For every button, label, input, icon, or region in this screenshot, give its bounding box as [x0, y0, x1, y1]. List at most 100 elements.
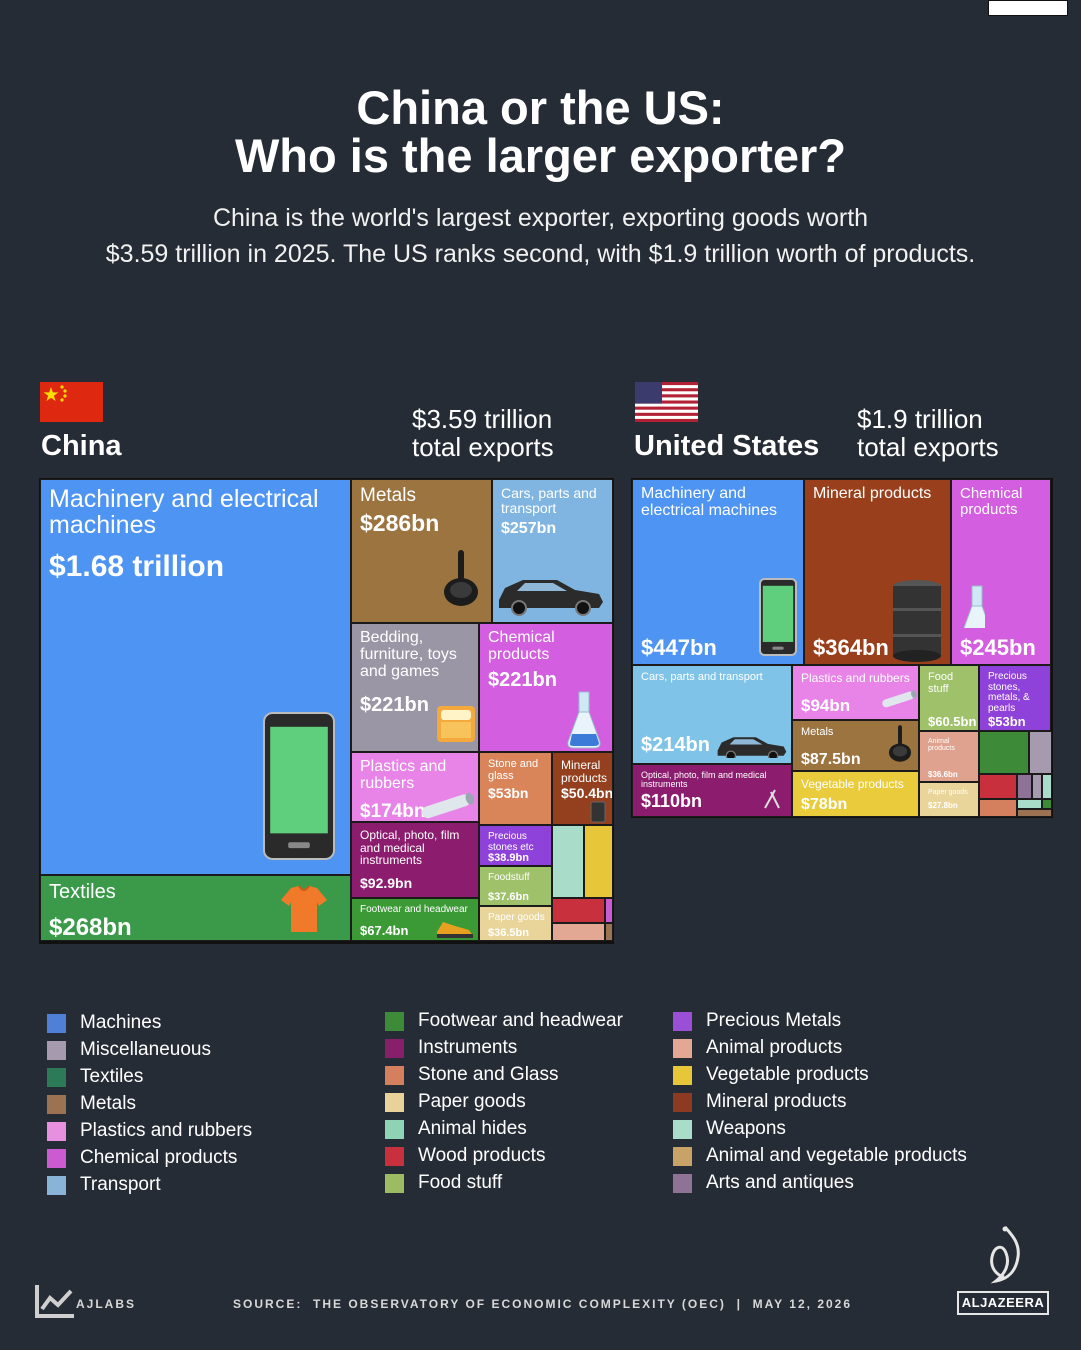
tile-value: $53bn: [988, 714, 1026, 729]
legend-item-wood-products: Wood products: [385, 1145, 545, 1167]
legend-swatch: [673, 1173, 692, 1193]
china-tile-food-stuff: Foodstuff $37.6bn: [479, 866, 552, 906]
legend-swatch: [673, 1011, 692, 1031]
legend-swatch: [47, 1175, 66, 1195]
legend-label: Precious Metals: [706, 1010, 842, 1031]
china-minor-tile: [552, 898, 605, 923]
china-country-label: China: [41, 430, 122, 462]
legend-item-vegetable-products: Vegetable products: [673, 1064, 869, 1086]
legend-label: Animal products: [706, 1037, 843, 1058]
us-total-value: $1.9 trillion: [857, 404, 983, 434]
legend-swatch: [385, 1065, 404, 1085]
legend-item-animal-products: Animal products: [673, 1037, 842, 1059]
legend-item-animal-hides: Animal hides: [385, 1118, 527, 1140]
legend-item-machines: Machines: [47, 1012, 161, 1034]
legend-item-plastics-and-rubbers: Plastics and rubbers: [47, 1120, 252, 1142]
legend-item-chemical-products: Chemical products: [47, 1147, 237, 1169]
tile-label: Paper goods: [488, 912, 545, 923]
china-tile-instruments: Optical, photo, film and medical instrum…: [351, 822, 479, 898]
sneaker-icon: [437, 922, 473, 938]
legend-item-mineral-products: Mineral products: [673, 1091, 846, 1113]
tile-label: Optical, photo, film and medical instrum…: [360, 828, 460, 868]
tile-label: Food stuff: [928, 671, 954, 695]
tile-label: Precious stones, metals, & pearls: [988, 671, 1030, 714]
legend-label: Paper goods: [418, 1091, 526, 1112]
legend-item-precious-metals: Precious Metals: [673, 1010, 841, 1032]
legend-label: Weapons: [706, 1118, 786, 1139]
tile-label: Machinery and electrical machines: [641, 485, 778, 519]
pipe-icon: [882, 690, 917, 708]
us-flag-icon: [635, 382, 698, 422]
tile-value: $67.4bn: [360, 923, 409, 938]
car-icon: [717, 737, 787, 758]
legend-label: Food stuff: [418, 1172, 503, 1193]
top-edge-bar: [988, 0, 1068, 16]
tile-label: Mineral products: [561, 758, 608, 785]
us-tile-plastics-and-rubbers: Plastics and rubbers $94bn: [792, 665, 919, 720]
tile-value: $110bn: [641, 791, 703, 811]
china-tile-stone-and-glass: Stone and glass $53bn: [479, 752, 552, 825]
brand-ajlabs: AJLABS: [76, 1297, 137, 1311]
china-tile-precious-metals: Precious stones etc $38.9bn: [479, 825, 552, 866]
legend-item-miscellaneuous: Miscellaneuous: [47, 1039, 211, 1061]
us-tile-vegetable-products: Vegetable products $78bn: [792, 771, 919, 817]
tile-label: Paper goods: [928, 789, 968, 796]
tile-value: $87.5bn: [801, 751, 861, 768]
aljazeera-emblem-icon: [990, 1226, 1020, 1284]
legend-swatch: [673, 1119, 692, 1139]
tile-label: Footwear and headwear: [360, 904, 468, 915]
legend-label: Chemical products: [80, 1147, 238, 1168]
legend-label: Miscellaneuous: [80, 1039, 211, 1060]
china-minor-tile: [605, 898, 613, 923]
legend-label: Transport: [80, 1174, 161, 1195]
us-minor-tile: [1017, 774, 1032, 799]
legend-swatch: [47, 1013, 66, 1033]
tile-value: $50.4bn: [561, 785, 613, 801]
legend-item-stone-and-glass: Stone and Glass: [385, 1064, 558, 1086]
smartphone-icon: [759, 578, 797, 656]
legend-item-instruments: Instruments: [385, 1037, 517, 1059]
legend-swatch: [47, 1148, 66, 1168]
legend-label: Instruments: [418, 1037, 518, 1058]
legend-swatch: [385, 1011, 404, 1031]
oil-barrel-icon: [893, 580, 941, 662]
china-minor-tile: [552, 923, 605, 941]
us-tile-paper-goods: Paper goods $27.8bn: [919, 782, 979, 817]
legend-label: Animal hides: [418, 1118, 527, 1139]
legend-swatch: [673, 1065, 692, 1085]
us-tile-instruments: Optical, photo, film and medical instrum…: [632, 764, 792, 817]
tile-value: $245bn: [960, 635, 1036, 660]
tile-value: $78bn: [801, 796, 848, 813]
tile-value: $1.68 trillion: [49, 550, 225, 583]
legend-item-textiles: Textiles: [47, 1066, 143, 1088]
car-icon: [499, 580, 603, 616]
tile-label: Cars, parts and transport: [501, 485, 597, 516]
tile-value: $221bn: [360, 694, 429, 716]
tile-value: $447bn: [641, 635, 717, 660]
legend-label: Stone and Glass: [418, 1064, 559, 1085]
legend-label: Footwear and headwear: [418, 1010, 623, 1031]
tile-value: $221bn: [488, 669, 557, 691]
title-line-1: China or the US:: [356, 81, 725, 134]
legend-item-metals: Metals: [47, 1093, 136, 1115]
tile-value: $53bn: [488, 785, 529, 801]
us-total-exports: $1.9 trillion total exports: [857, 405, 999, 461]
us-minor-tile: [979, 774, 1017, 799]
smartphone-icon: [263, 712, 335, 860]
us-minor-tile: [1029, 731, 1052, 774]
medical-tools-icon: [764, 789, 780, 809]
tile-value: $364bn: [813, 635, 889, 660]
legend-item-arts-and-antiques: Arts and antiques: [673, 1172, 854, 1194]
legend-swatch: [385, 1173, 404, 1193]
tile-label: Metals: [360, 485, 416, 506]
legend-label: Vegetable products: [706, 1064, 869, 1085]
frying-pan-icon: [444, 550, 478, 606]
tile-value: $174bn: [360, 801, 426, 822]
us-tile-food-stuff: Food stuff $60.5bn: [919, 665, 979, 731]
oil-can-icon: [590, 801, 606, 823]
legend-swatch: [673, 1146, 692, 1166]
china-total-value: $3.59 trillion: [412, 404, 553, 434]
us-minor-tile: [1042, 774, 1052, 799]
tile-label: Chemical products: [960, 485, 1023, 518]
tile-value: $38.9bn: [488, 852, 529, 864]
